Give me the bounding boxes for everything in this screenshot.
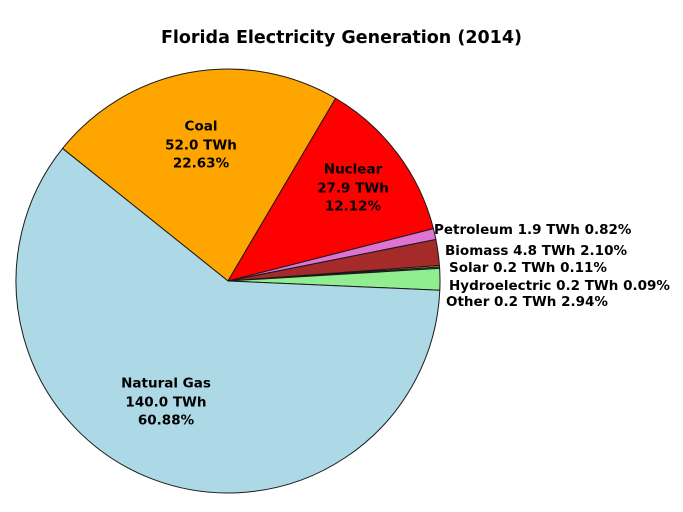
chart-title: Florida Electricity Generation (2014) xyxy=(160,28,523,48)
pie-slice-coal xyxy=(62,68,337,282)
pie-slice-nuclear xyxy=(227,97,434,282)
pie-slice-natural-gas xyxy=(15,147,441,494)
